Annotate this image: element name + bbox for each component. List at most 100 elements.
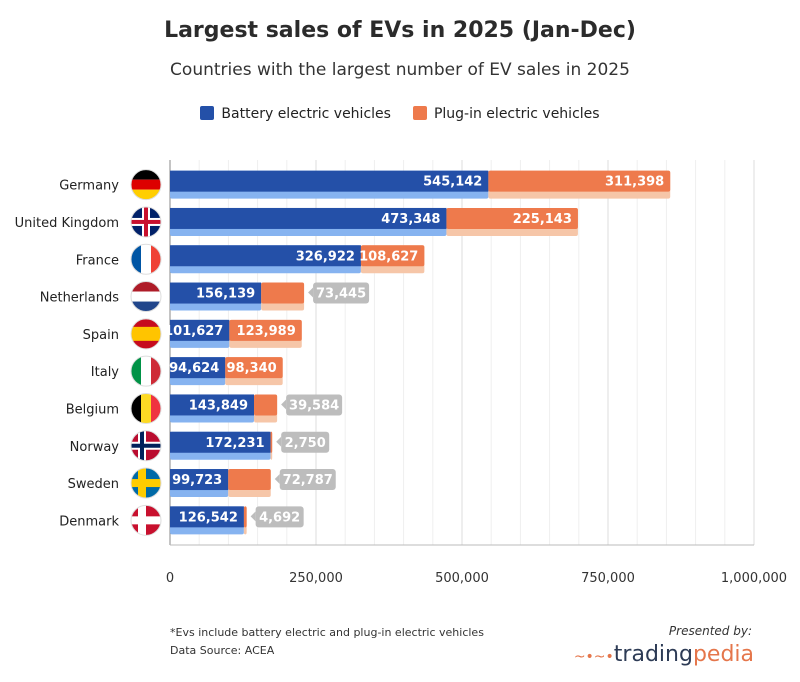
flag-border bbox=[130, 467, 162, 499]
bar-bev bbox=[170, 170, 489, 192]
callout-box bbox=[255, 506, 304, 528]
bar-label-phev: 2,750 bbox=[285, 436, 326, 451]
flag-border bbox=[130, 504, 162, 536]
legend: Battery electric vehicles Plug-in electr… bbox=[0, 106, 800, 122]
flag-border bbox=[130, 169, 162, 201]
bar-label-phev: 123,989 bbox=[237, 324, 296, 339]
flag-norway-icon bbox=[131, 430, 161, 461]
x-tick-label: 250,000 bbox=[289, 571, 343, 586]
flag-border bbox=[130, 355, 162, 387]
bar-label-phev: 98,340 bbox=[227, 361, 277, 376]
bar-bev bbox=[170, 319, 230, 341]
callout-pointer bbox=[308, 287, 314, 298]
bar-phev bbox=[228, 469, 271, 491]
callout-pointer bbox=[281, 399, 287, 410]
footnote: *Evs include battery electric and plug-i… bbox=[170, 626, 484, 639]
flag-border bbox=[130, 281, 162, 313]
bar-phev bbox=[229, 319, 302, 341]
bar-bev bbox=[170, 394, 255, 416]
bar-bev bbox=[170, 357, 226, 379]
bar-label-bev: 545,142 bbox=[423, 175, 482, 190]
bar-label-bev: 94,624 bbox=[169, 361, 219, 376]
x-tick-label: 1,000,000 bbox=[721, 571, 787, 586]
legend-label-bev: Battery electric vehicles bbox=[221, 106, 391, 122]
bar-phev bbox=[261, 282, 305, 304]
flag-sweden-icon bbox=[131, 468, 161, 499]
x-tick-label: 750,000 bbox=[581, 571, 635, 586]
legend-item-phev: Plug-in electric vehicles bbox=[412, 106, 600, 122]
bar-bev bbox=[170, 506, 244, 528]
bar-label-phev: 39,584 bbox=[289, 398, 339, 413]
tradingpedia-logo: ~•~•tradingpedia bbox=[573, 642, 754, 667]
x-tick-label: 0 bbox=[166, 571, 174, 586]
flag-belgium-icon bbox=[131, 393, 161, 424]
bar-phev bbox=[360, 245, 425, 267]
data-source: Data Source: ACEA bbox=[170, 644, 275, 657]
bar-phev bbox=[254, 394, 278, 416]
callout-box bbox=[313, 282, 370, 304]
bar-bev bbox=[170, 282, 262, 304]
bar-label-bev: 99,723 bbox=[172, 473, 222, 488]
category-label: Sweden bbox=[68, 477, 119, 492]
bar-bev bbox=[170, 207, 447, 229]
bar-bev bbox=[170, 469, 229, 491]
flag-border bbox=[130, 430, 162, 462]
flag-france-icon bbox=[131, 244, 161, 275]
legend-swatch-bev bbox=[200, 106, 215, 120]
flag-united-kingdom-icon bbox=[131, 206, 161, 237]
flag-border bbox=[130, 392, 162, 424]
callout-box bbox=[281, 431, 330, 453]
bar-label-phev: 225,143 bbox=[513, 212, 572, 227]
category-label: United Kingdom bbox=[15, 216, 119, 231]
callout-pointer bbox=[250, 511, 256, 522]
bar-label-phev: 4,692 bbox=[259, 510, 300, 525]
legend-label-phev: Plug-in electric vehicles bbox=[433, 106, 600, 122]
bar-phev bbox=[243, 506, 247, 528]
bar-label-phev: 108,627 bbox=[359, 249, 418, 264]
bar-label-phev: 73,445 bbox=[316, 287, 366, 302]
category-label: Germany bbox=[59, 179, 119, 194]
bar-bev bbox=[170, 245, 361, 267]
bar-phev bbox=[446, 207, 578, 229]
callout-box bbox=[286, 394, 343, 416]
flag-border bbox=[130, 206, 162, 238]
bar-label-bev: 473,348 bbox=[381, 212, 440, 227]
bar-label-bev: 172,231 bbox=[205, 436, 264, 451]
callout-pointer bbox=[274, 474, 280, 485]
chart-title: Largest sales of EVs in 2025 (Jan-Dec) bbox=[164, 18, 636, 43]
category-label: Belgium bbox=[66, 402, 119, 417]
category-label: Italy bbox=[91, 365, 120, 380]
callout-box bbox=[279, 469, 336, 491]
category-label: France bbox=[76, 253, 119, 268]
bar-bev bbox=[170, 431, 271, 453]
legend-item-bev: Battery electric vehicles bbox=[200, 106, 391, 122]
category-label: Denmark bbox=[59, 514, 119, 529]
presented-by: Presented by: bbox=[668, 624, 752, 638]
category-label: Spain bbox=[83, 328, 119, 343]
flag-border bbox=[130, 243, 162, 275]
flag-germany-icon bbox=[131, 169, 161, 200]
bar-phev bbox=[225, 357, 283, 379]
bar-phev bbox=[270, 431, 273, 453]
bar-label-phev: 72,787 bbox=[283, 473, 333, 488]
bar-label-bev: 126,542 bbox=[179, 510, 238, 525]
x-tick-label: 500,000 bbox=[435, 571, 489, 586]
flag-border bbox=[130, 318, 162, 350]
flag-italy-icon bbox=[131, 356, 161, 387]
bar-label-bev: 156,139 bbox=[196, 287, 255, 302]
bar-label-bev: 326,922 bbox=[296, 249, 355, 264]
flag-spain-icon bbox=[131, 318, 161, 349]
legend-swatch-phev bbox=[412, 106, 427, 120]
bar-label-phev: 311,398 bbox=[605, 175, 664, 190]
callout-pointer bbox=[276, 436, 282, 447]
bar-phev bbox=[488, 170, 671, 192]
flag-netherlands-icon bbox=[131, 281, 161, 312]
chart-subtitle: Countries with the largest number of EV … bbox=[170, 60, 630, 80]
category-label: Norway bbox=[70, 440, 120, 455]
flag-denmark-icon bbox=[131, 505, 161, 536]
bar-label-bev: 101,627 bbox=[164, 324, 223, 339]
bar-label-bev: 143,849 bbox=[189, 398, 248, 413]
category-label: Netherlands bbox=[40, 291, 119, 306]
